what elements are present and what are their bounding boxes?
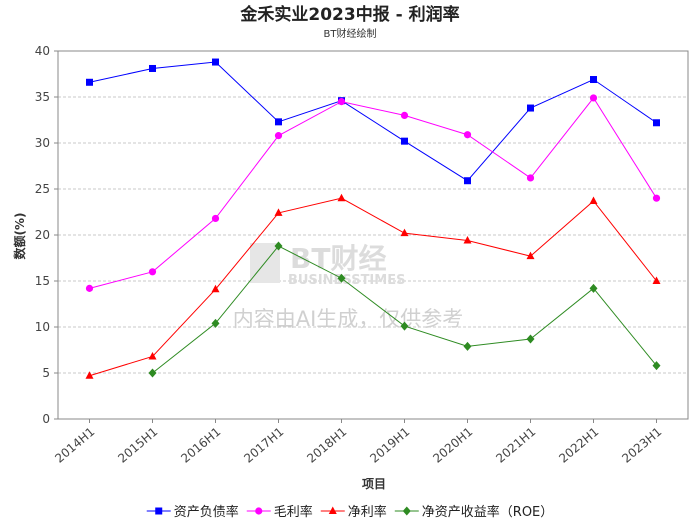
data-point xyxy=(212,58,219,66)
legend-label: 毛利率 xyxy=(274,504,313,520)
legend-item-0: 资产负债率 xyxy=(146,504,239,520)
y-tick-label: 0 xyxy=(42,412,50,426)
y-axis-label: 数额(%) xyxy=(12,213,27,260)
x-tick-label: 2014H1 xyxy=(52,425,97,466)
x-tick-label: 2023H1 xyxy=(619,425,664,466)
data-point xyxy=(527,104,534,112)
legend: 资产负债率 毛利率 净利率 净资产收益率（ROE） xyxy=(146,504,553,520)
legend-item-3: 净资产收益率（ROE） xyxy=(394,504,553,520)
data-point xyxy=(400,321,409,331)
data-point xyxy=(653,119,660,127)
watermark-note: 内容由AI生成，仅供参考 xyxy=(233,307,464,331)
data-point xyxy=(337,193,346,202)
legend-label: 资产负债率 xyxy=(174,504,239,520)
x-tick-label: 2020H1 xyxy=(430,425,475,466)
data-point xyxy=(464,177,471,185)
data-point xyxy=(274,132,283,140)
watermark-brand: BT财经 xyxy=(290,242,386,275)
data-point xyxy=(337,98,346,106)
series-line-2 xyxy=(89,197,657,377)
data-point xyxy=(463,131,472,139)
data-point xyxy=(275,118,282,126)
x-tick-label: 2019H1 xyxy=(367,425,412,466)
data-point xyxy=(400,111,409,119)
data-point xyxy=(148,368,157,378)
watermark-brand-en: BUSINESSTIMES xyxy=(288,273,405,288)
x-tick-label: 2022H1 xyxy=(556,425,601,466)
legend-item-1: 毛利率 xyxy=(246,504,313,520)
chart-subtitle: BT财经绘制 xyxy=(324,27,377,40)
data-point xyxy=(652,194,661,202)
x-tick-label: 2017H1 xyxy=(241,425,286,466)
data-point xyxy=(211,318,220,328)
y-tick-label: 40 xyxy=(35,44,50,58)
legend-marker xyxy=(155,507,163,515)
series-1 xyxy=(85,94,661,292)
data-point xyxy=(589,283,598,293)
data-point xyxy=(85,371,94,379)
data-point xyxy=(86,78,93,86)
data-point xyxy=(590,76,597,84)
x-tick-label: 2015H1 xyxy=(115,425,160,466)
data-point xyxy=(85,284,94,292)
data-point xyxy=(400,228,409,237)
y-tick-label: 15 xyxy=(35,274,50,288)
watermark: BT财经 BUSINESSTIMES 内容由AI生成，仅供参考 xyxy=(233,242,464,331)
data-point xyxy=(463,236,472,244)
series-line-0 xyxy=(89,61,657,182)
series-2 xyxy=(85,193,661,379)
legend-item-2: 净利率 xyxy=(320,504,387,520)
data-point xyxy=(274,208,283,216)
data-point xyxy=(148,268,157,276)
x-axis-ticks: 2014H1 2015H1 2016H1 2017H1 2018H1 2019H1 2020… xyxy=(52,419,664,466)
data-point xyxy=(589,94,598,102)
y-tick-label: 30 xyxy=(35,136,50,150)
series-0 xyxy=(86,58,660,185)
x-tick-label: 2021H1 xyxy=(493,425,538,466)
data-point xyxy=(526,334,535,344)
data-point xyxy=(149,64,156,72)
legend-marker xyxy=(328,506,337,514)
data-point xyxy=(526,251,535,260)
x-tick-label: 2018H1 xyxy=(304,425,349,466)
data-point xyxy=(589,196,598,204)
data-point xyxy=(211,284,220,293)
data-point xyxy=(463,341,472,351)
data-point xyxy=(526,174,535,182)
legend-marker xyxy=(255,507,263,515)
grid xyxy=(58,96,688,374)
series-layer xyxy=(85,58,661,379)
data-point xyxy=(274,241,283,251)
y-tick-label: 10 xyxy=(35,320,50,334)
legend-marker xyxy=(402,506,411,516)
y-tick-label: 20 xyxy=(35,228,50,242)
legend-label: 净利率 xyxy=(348,504,387,520)
data-point xyxy=(148,351,157,360)
legend-label: 净资产收益率（ROE） xyxy=(422,504,553,520)
y-tick-label: 35 xyxy=(35,90,50,104)
x-axis-label: 项目 xyxy=(362,477,386,491)
data-point xyxy=(337,273,346,283)
x-tick-label: 2016H1 xyxy=(178,425,223,466)
series-3 xyxy=(148,241,661,378)
data-point xyxy=(401,137,408,145)
data-point xyxy=(652,276,661,284)
plot-frame xyxy=(57,50,689,420)
y-axis-ticks: 0 5 10 15 20 25 30 35 40 xyxy=(35,44,58,426)
data-point xyxy=(211,214,220,223)
series-line-1 xyxy=(89,97,657,289)
y-tick-label: 25 xyxy=(35,182,50,196)
chart-title: 金禾实业2023中报 - 利润率 xyxy=(239,4,459,25)
data-point xyxy=(652,361,661,371)
y-tick-label: 5 xyxy=(42,366,50,380)
